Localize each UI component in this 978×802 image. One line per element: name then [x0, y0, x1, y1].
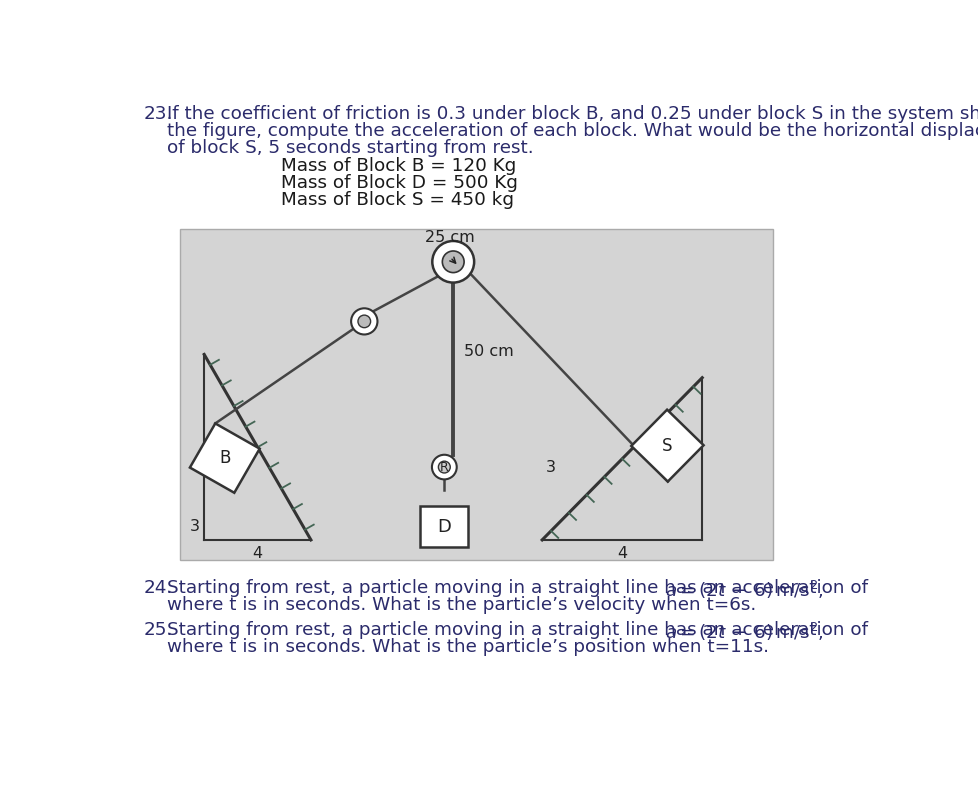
Text: D: D — [437, 517, 451, 536]
Text: 25.: 25. — [144, 622, 173, 639]
Text: $a = (2t\,-\,6)\,\mathrm{m/s}^2$,: $a = (2t\,-\,6)\,\mathrm{m/s}^2$, — [664, 579, 822, 602]
Text: of block S, 5 seconds starting from rest.: of block S, 5 seconds starting from rest… — [167, 140, 533, 157]
Text: 50 cm: 50 cm — [464, 344, 513, 358]
Polygon shape — [631, 410, 703, 481]
Text: If the coefficient of friction is 0.3 under block B, and 0.25 under block S in t: If the coefficient of friction is 0.3 un… — [167, 106, 978, 124]
Text: where t is in seconds. What is the particle’s position when t=11s.: where t is in seconds. What is the parti… — [167, 638, 769, 656]
Circle shape — [432, 241, 473, 282]
Text: where t is in seconds. What is the particle’s velocity when t=6s.: where t is in seconds. What is the parti… — [167, 596, 756, 614]
Text: the figure, compute the acceleration of each block. What would be the horizontal: the figure, compute the acceleration of … — [167, 123, 978, 140]
Text: 23.: 23. — [144, 106, 173, 124]
Text: Starting from rest, a particle moving in a straight line has an acceleration of: Starting from rest, a particle moving in… — [167, 579, 867, 597]
Text: 25 cm: 25 cm — [424, 230, 474, 245]
Text: 24.: 24. — [144, 579, 173, 597]
Bar — [420, 507, 467, 546]
Circle shape — [442, 251, 464, 273]
Text: 4: 4 — [252, 545, 262, 561]
Text: Starting from rest, a particle moving in a straight line has an acceleration of: Starting from rest, a particle moving in… — [167, 622, 867, 639]
Bar — [180, 229, 773, 560]
Circle shape — [431, 455, 457, 480]
Text: 3: 3 — [190, 519, 200, 534]
Text: $a = (2t\,-\,6)\,\mathrm{m/s}^2$,: $a = (2t\,-\,6)\,\mathrm{m/s}^2$, — [664, 622, 822, 643]
Text: Mass of Block B = 120 Kg: Mass of Block B = 120 Kg — [281, 157, 516, 175]
Polygon shape — [190, 423, 259, 492]
Text: S: S — [661, 436, 672, 455]
Text: 3: 3 — [546, 460, 556, 475]
Circle shape — [351, 308, 378, 334]
Text: R: R — [439, 460, 448, 473]
Circle shape — [358, 315, 371, 328]
Text: B: B — [219, 449, 230, 467]
Text: 4: 4 — [616, 545, 627, 561]
Text: Mass of Block S = 450 kg: Mass of Block S = 450 kg — [281, 191, 513, 209]
Circle shape — [438, 461, 450, 473]
Text: Mass of Block D = 500 Kg: Mass of Block D = 500 Kg — [281, 174, 517, 192]
